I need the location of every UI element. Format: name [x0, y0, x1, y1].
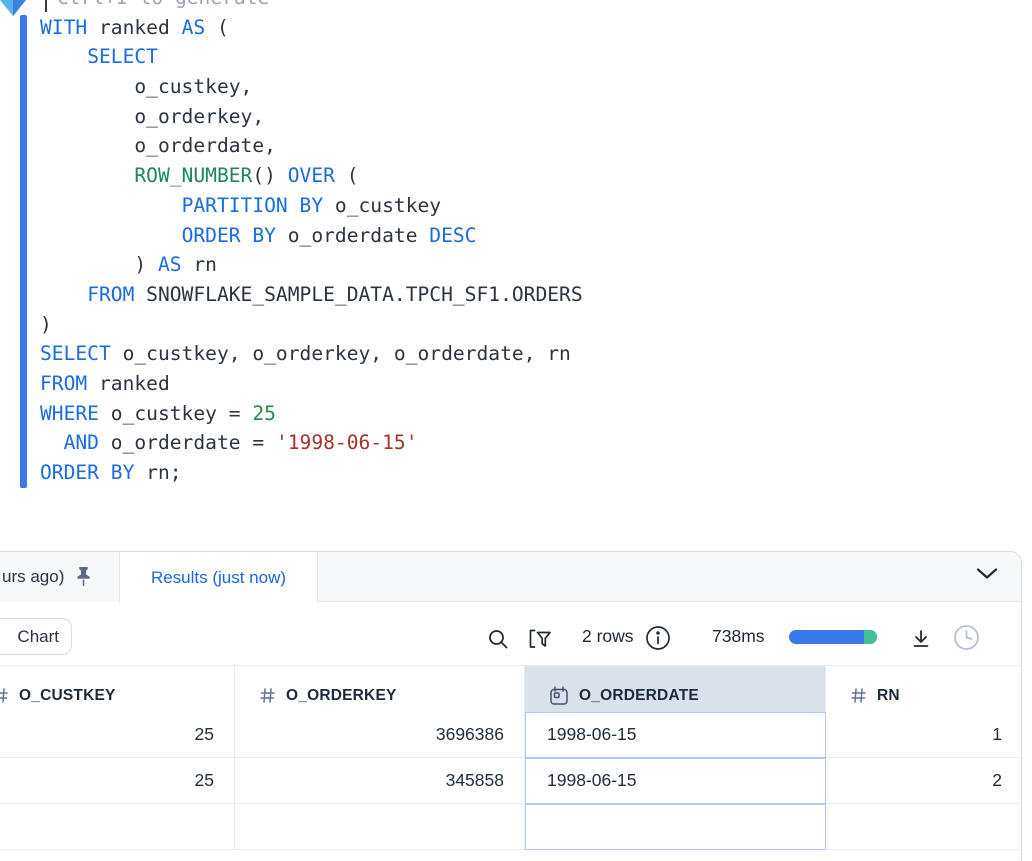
text-cursor — [45, 0, 47, 12]
column-header-label: O_CUSTKEY — [19, 686, 116, 704]
code-line[interactable]: o_custkey, — [40, 75, 253, 99]
sql-editor[interactable]: Ctrl+I to generate WITH ranked AS ( SELE… — [0, 0, 1032, 551]
cell-o_orderdate[interactable]: 1998-06-15 — [525, 758, 826, 804]
cell-o_orderkey[interactable]: 3696386 — [235, 712, 525, 758]
tab-previous-results-label: urs ago) — [2, 567, 65, 586]
copilot-arrow-icon — [0, 0, 26, 22]
code-line[interactable]: o_orderkey, — [40, 104, 265, 128]
copilot-hint-text: Ctrl+I to generate — [57, 0, 269, 13]
tab-results[interactable]: Results (just now) — [120, 552, 318, 603]
search-icon[interactable] — [487, 628, 509, 650]
results-tab-bar: urs ago) Results (just now) — [0, 552, 1021, 603]
code-line[interactable]: ROW_NUMBER() OVER ( — [134, 164, 359, 188]
chevron-down-icon[interactable] — [975, 567, 999, 581]
cell-empty — [0, 804, 235, 850]
cell-o_custkey[interactable]: 25 — [0, 712, 235, 758]
code-line[interactable]: WITH ranked AS ( — [40, 15, 229, 39]
cell-o_orderkey[interactable]: 345858 — [235, 758, 525, 804]
results-table: O_CUSTKEY O_ORDERKEY O_ORDERDATE RN 25 369638… — [0, 666, 1021, 850]
code-line[interactable]: o_orderdate, — [40, 134, 276, 158]
results-toolbar: Chart 2 rows 738ms — [0, 602, 1021, 666]
cell-empty — [235, 804, 525, 850]
code-line[interactable]: PARTITION BY o_custkey — [181, 193, 442, 217]
hash-icon — [850, 687, 867, 704]
cell-empty — [525, 804, 826, 850]
progress-green-segment — [864, 630, 877, 644]
pushpin-icon[interactable] — [74, 565, 93, 589]
query-duration-label: 738ms — [712, 626, 765, 646]
tab-results-label: Results (just now) — [150, 567, 287, 587]
column-header-label: RN — [877, 686, 900, 704]
code-line[interactable]: ) AS rn — [40, 253, 217, 277]
column-header-label: O_ORDERDATE — [579, 686, 699, 704]
cell-empty — [826, 804, 1021, 850]
code-block[interactable]: WITH ranked AS ( SELECT o_custkey, o_ord… — [40, 13, 583, 488]
clock-icon[interactable] — [953, 624, 980, 651]
cell-o_custkey[interactable]: 25 — [0, 758, 235, 804]
hash-icon — [259, 687, 276, 704]
cell-rn[interactable]: 1 — [826, 712, 1021, 758]
selection-gutter-bar — [20, 15, 27, 488]
info-icon[interactable] — [645, 625, 671, 651]
code-line[interactable]: SELECT — [87, 45, 158, 69]
calendar-icon — [549, 685, 569, 706]
column-header-label: O_ORDERKEY — [286, 686, 397, 704]
filter-icon[interactable] — [529, 629, 551, 649]
query-progress-bar — [789, 630, 877, 644]
code-line[interactable]: FROM SNOWFLAKE_SAMPLE_DATA.TPCH_SF1.ORDE… — [87, 282, 583, 306]
code-line[interactable]: ORDER BY o_orderdate DESC — [181, 223, 477, 247]
code-line[interactable]: ) — [40, 312, 52, 336]
tab-previous-results[interactable]: urs ago) — [0, 552, 120, 602]
chart-button[interactable]: Chart — [0, 618, 72, 655]
code-line[interactable]: AND o_orderdate = '1998-06-15' — [63, 431, 418, 455]
row-count-label: 2 rows — [582, 626, 634, 646]
hash-icon — [0, 687, 9, 704]
code-line[interactable]: FROM ranked — [40, 371, 170, 395]
code-line[interactable]: WHERE o_custkey = 25 — [40, 401, 276, 425]
cell-rn[interactable]: 2 — [826, 758, 1021, 804]
code-line[interactable]: SELECT o_custkey, o_orderkey, o_orderdat… — [40, 342, 571, 366]
download-icon[interactable] — [911, 629, 931, 649]
code-line[interactable]: ORDER BY rn; — [40, 461, 182, 484]
cell-o_orderdate[interactable]: 1998-06-15 — [525, 712, 826, 758]
results-panel: urs ago) Results (just now) Chart — [0, 551, 1022, 861]
